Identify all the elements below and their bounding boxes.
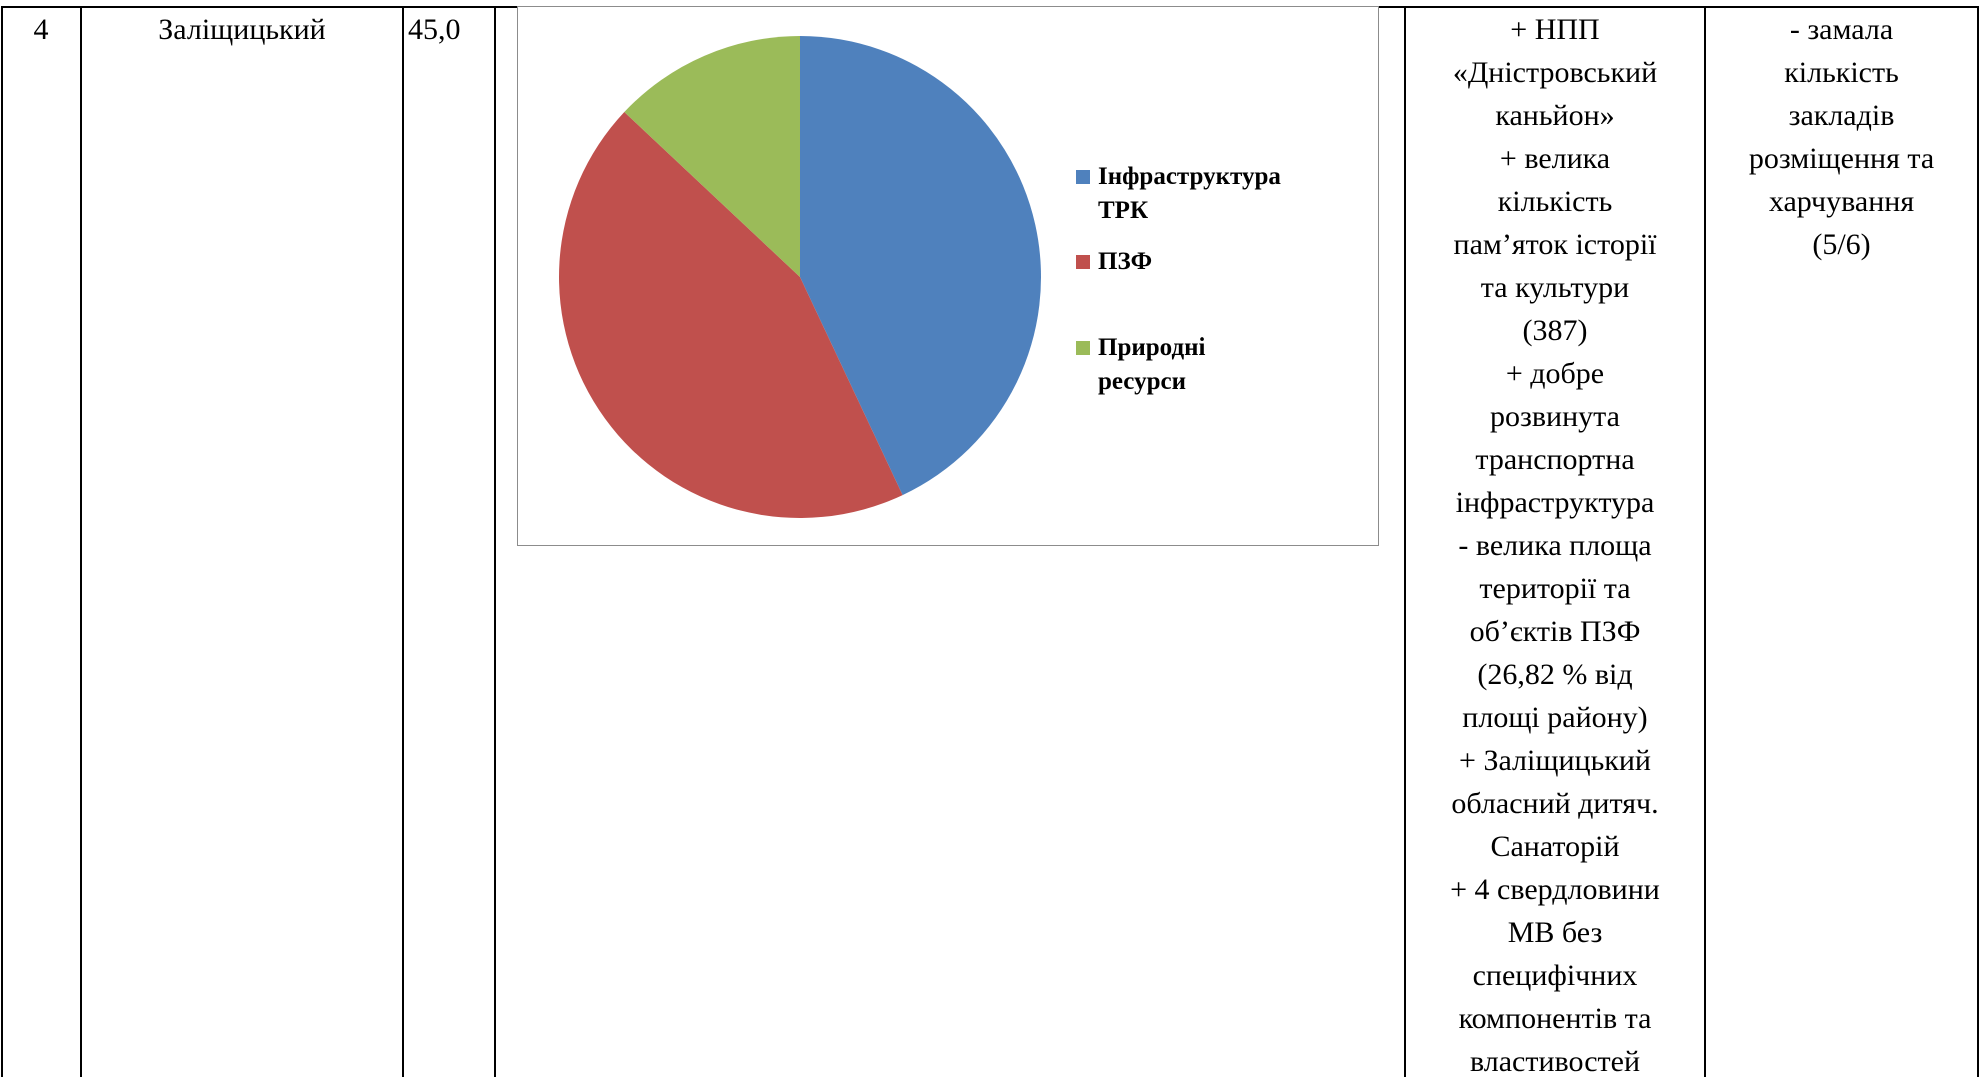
cell: + НПП «Дністровський каньйон» + велика кільк… bbox=[1406, 8, 1704, 1083]
cell-line: 4 bbox=[33, 13, 49, 46]
cell-line: властивостей bbox=[1469, 1045, 1641, 1078]
cell-line: закладів bbox=[1788, 99, 1895, 132]
cell-line: транспортна bbox=[1475, 443, 1635, 476]
cell-line: об’єктів ПЗФ bbox=[1469, 615, 1641, 648]
cell-line: площі району) bbox=[1462, 701, 1648, 734]
cell-line: та культури bbox=[1480, 271, 1630, 304]
cell-line: Заліщицький bbox=[158, 13, 326, 46]
cell-line: + добре bbox=[1505, 357, 1605, 390]
legend-label: ПЗФ bbox=[1098, 248, 1153, 275]
legend-label: Природні ресурси bbox=[1098, 334, 1206, 395]
table-border bbox=[1977, 6, 1979, 1077]
table-border bbox=[494, 6, 496, 1077]
cell-line: розвинута bbox=[1490, 400, 1620, 433]
cell-line: МВ без bbox=[1507, 916, 1603, 949]
cell-line: «Дністровський bbox=[1452, 56, 1658, 89]
cell-line: харчування bbox=[1768, 185, 1915, 218]
legend-item: ПЗФ bbox=[1076, 245, 1298, 279]
legend-swatch bbox=[1076, 170, 1090, 184]
table-border bbox=[1704, 6, 1706, 1077]
cell-line: + велика bbox=[1499, 142, 1611, 175]
cell-line: (5/6) bbox=[1812, 228, 1871, 261]
cell-line: - велика площа bbox=[1458, 529, 1652, 562]
cell-line: кількість bbox=[1784, 56, 1899, 89]
cell-line: (26,82 % від bbox=[1477, 658, 1633, 691]
cell-line: компонентів та bbox=[1458, 1002, 1652, 1035]
pie-slice bbox=[800, 36, 1041, 496]
table-border bbox=[80, 6, 82, 1077]
table-border bbox=[402, 6, 404, 1077]
legend-item: Природні ресурси bbox=[1076, 331, 1298, 399]
cell: 4 bbox=[2, 8, 80, 51]
cell-line: + НПП bbox=[1510, 13, 1600, 46]
legend-swatch bbox=[1076, 255, 1090, 269]
chart: Інфраструктура ТРК ПЗФ Природні ресурси bbox=[517, 6, 1379, 546]
cell: Заліщицький bbox=[82, 8, 402, 51]
pie-chart bbox=[558, 36, 1041, 519]
cell-line: - замала bbox=[1789, 13, 1894, 46]
cell-line: розміщення та bbox=[1748, 142, 1935, 175]
cell: - замала кількість закладів розміщення та ха… bbox=[1706, 8, 1977, 266]
cell-line: (387) bbox=[1522, 314, 1588, 347]
pie-slice bbox=[558, 112, 903, 519]
cell-line: специфічних bbox=[1472, 959, 1638, 992]
cell-line: пам’яток історії bbox=[1453, 228, 1657, 261]
cell-line: інфраструктура bbox=[1455, 486, 1655, 519]
table-border bbox=[1, 6, 3, 1077]
pie-slice bbox=[624, 36, 800, 277]
cell-line: території та bbox=[1479, 572, 1631, 605]
cell-line: Санаторій bbox=[1490, 830, 1620, 863]
legend-swatch bbox=[1076, 341, 1090, 355]
cell: 45,0 bbox=[408, 8, 494, 51]
cell-line: + 4 свердловини bbox=[1450, 873, 1660, 906]
legend-item: Інфраструктура ТРК bbox=[1076, 160, 1298, 228]
legend-label: Інфраструктура ТРК bbox=[1098, 163, 1281, 224]
cell-line: + Заліщицький bbox=[1459, 744, 1651, 777]
cell-line: каньйон» bbox=[1495, 99, 1615, 132]
cell-line: 45,0 bbox=[408, 13, 461, 46]
cell-line: кількість bbox=[1497, 185, 1613, 218]
cell-line: обласний дитяч. bbox=[1451, 787, 1659, 820]
table-border bbox=[1404, 6, 1406, 1077]
